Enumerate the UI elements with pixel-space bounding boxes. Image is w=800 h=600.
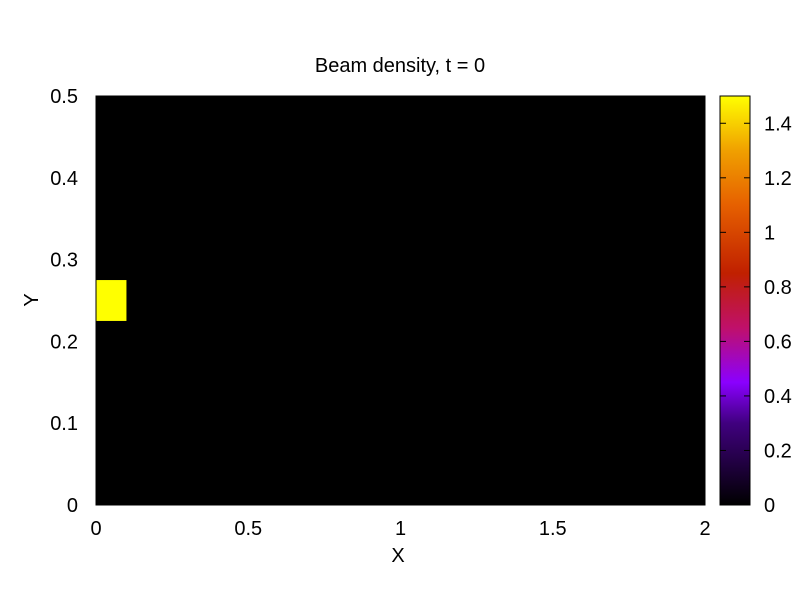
y-tick-label: 0.1 xyxy=(50,413,78,435)
x-axis: 0 0.5 1 1.5 2 xyxy=(90,96,711,540)
colorbar-frame xyxy=(719,95,751,506)
x-axis-label: X xyxy=(391,545,404,567)
colorbar-tick-label: 1.4 xyxy=(764,113,792,135)
x-tick-label: 0 xyxy=(90,518,101,540)
colorbar-tick-label: 0.4 xyxy=(764,386,792,408)
colorbar: 0 0.2 0.4 0.6 0.8 1 1.2 1.4 xyxy=(719,95,792,517)
colorbar-tick-label: 1 xyxy=(764,222,775,244)
x-tick-label: 0.5 xyxy=(234,518,262,540)
heatmap-background xyxy=(96,96,705,505)
colorbar-tick-label: 0 xyxy=(764,495,775,517)
y-axis: 0 0.1 0.2 0.3 0.4 0.5 xyxy=(50,86,705,517)
plot-area xyxy=(95,95,706,506)
colorbar-tick-label: 1.2 xyxy=(764,168,792,190)
y-tick-label: 0.2 xyxy=(50,331,78,353)
colorbar-gradient xyxy=(720,96,750,505)
y-tick-label: 0.5 xyxy=(50,86,78,108)
x-tick-label: 1 xyxy=(395,518,406,540)
y-axis-label: Y xyxy=(21,293,43,306)
y-tick-label: 0.4 xyxy=(50,168,78,190)
colorbar-tick-label: 0.8 xyxy=(764,277,792,299)
colorbar-tick-label: 0.2 xyxy=(764,440,792,462)
chart-title: Beam density, t = 0 xyxy=(315,55,485,77)
x-tick-label: 2 xyxy=(699,518,710,540)
y-tick-label: 0.3 xyxy=(50,250,78,272)
x-tick-label: 1.5 xyxy=(539,518,567,540)
colorbar-tick-label: 0.6 xyxy=(764,331,792,353)
y-tick-label: 0 xyxy=(67,495,78,517)
heatmap-cell xyxy=(96,280,127,321)
